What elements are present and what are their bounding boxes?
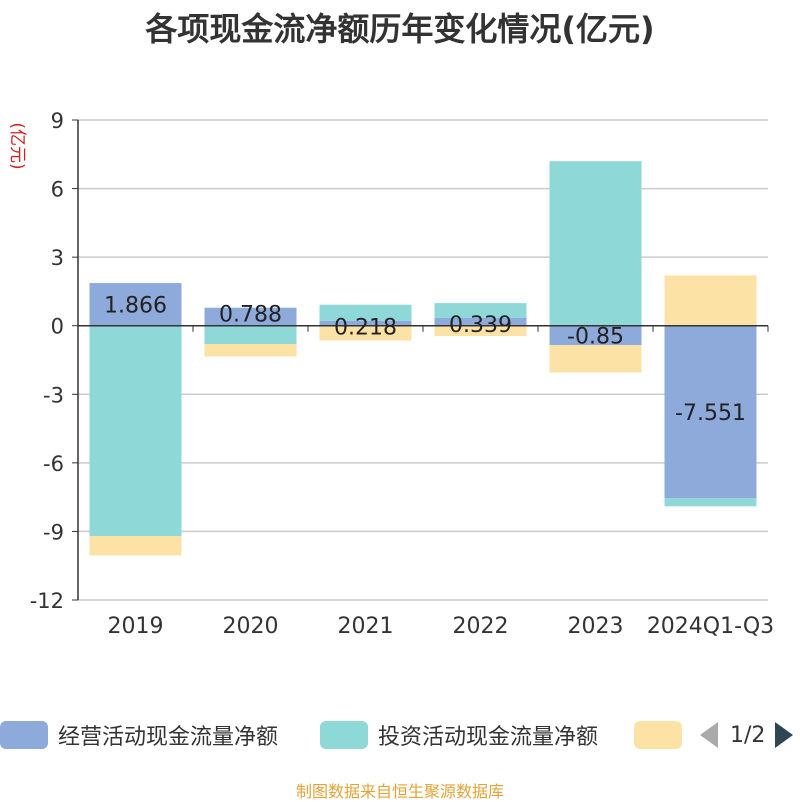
y-tick-label: 6 bbox=[51, 178, 64, 202]
bar-series-1-2019[interactable] bbox=[89, 325, 182, 536]
y-tick-label: 9 bbox=[51, 109, 64, 133]
data-label-0.788: 0.788 bbox=[219, 303, 282, 328]
y-tick-label: -9 bbox=[43, 520, 64, 544]
data-labels: 1.866 0.788 0.218 0.339 -0.85 -7.551 bbox=[104, 293, 746, 426]
pager-next-icon[interactable] bbox=[775, 722, 794, 748]
bar-series-1-2020[interactable] bbox=[204, 325, 297, 344]
data-label--0.85: -0.85 bbox=[567, 324, 624, 349]
axes: 9 6 3 0 -3 -6 -9 -12 2019 2020 2021 2022 2023 2024Q1-… bbox=[30, 109, 774, 639]
legend-swatch-operating bbox=[0, 721, 48, 749]
bar-series-0-2019[interactable] bbox=[89, 283, 182, 326]
x-tick-label: 2022 bbox=[453, 614, 509, 639]
legend-item-investing[interactable]: 投资活动现金流量净额 bbox=[320, 718, 598, 752]
data-label-0.218: 0.218 bbox=[334, 316, 397, 341]
bars bbox=[89, 161, 757, 556]
legend: 经营活动现金流量净额 投资活动现金流量净额 1/2 bbox=[0, 716, 800, 756]
y-tick-label: 3 bbox=[51, 246, 64, 270]
bar-series-2-2020[interactable] bbox=[204, 344, 297, 357]
data-label-0.339: 0.339 bbox=[449, 313, 512, 338]
x-tick-label: 2019 bbox=[108, 614, 164, 639]
legend-label-investing: 投资活动现金流量净额 bbox=[378, 725, 599, 750]
source-note: 制图数据来自恒生聚源数据库 bbox=[295, 782, 504, 801]
y-tick-label: -6 bbox=[43, 452, 64, 476]
bar-series-1-2022[interactable] bbox=[434, 303, 527, 318]
bar-series-1-2023[interactable] bbox=[549, 161, 642, 326]
y-axis-title: (亿元) bbox=[7, 122, 27, 169]
data-label--7.551: -7.551 bbox=[675, 401, 746, 426]
pager-page-indicator: 1/2 bbox=[730, 722, 766, 748]
x-tick-label: 2024Q1-Q3 bbox=[647, 614, 774, 639]
y-tick-label: -3 bbox=[43, 383, 64, 407]
bar-series-2-2024Q1-Q3[interactable] bbox=[664, 275, 757, 326]
legend-swatch-third bbox=[634, 721, 682, 749]
bar-series-2-2019[interactable] bbox=[89, 536, 182, 556]
grid-lines bbox=[78, 119, 768, 601]
bar-series-0-2023[interactable] bbox=[549, 325, 642, 346]
bar-series-0-2020[interactable] bbox=[204, 307, 297, 326]
chart-title: 各项现金流净额历年变化情况(亿元) bbox=[145, 10, 655, 48]
bar-series-1-2024Q1-Q3[interactable] bbox=[664, 498, 757, 507]
pager-prev-icon[interactable] bbox=[700, 722, 718, 748]
bar-series-1-2021[interactable] bbox=[319, 304, 412, 321]
bar-series-2-2022[interactable] bbox=[434, 325, 527, 336]
legend-item-operating[interactable]: 经营活动现金流量净额 bbox=[0, 718, 278, 752]
bar-series-0-2022[interactable] bbox=[434, 317, 527, 326]
x-tick-label: 2023 bbox=[568, 614, 624, 639]
x-tick-label: 2021 bbox=[338, 614, 394, 639]
legend-pager: 1/2 bbox=[700, 718, 794, 752]
y-tick-label: -12 bbox=[30, 589, 64, 613]
x-tick-label: 2020 bbox=[223, 614, 279, 639]
bar-series-0-2021[interactable] bbox=[319, 320, 412, 326]
data-label-1.866: 1.866 bbox=[104, 293, 167, 318]
y-tick-label: 0 bbox=[51, 315, 64, 339]
legend-item-third[interactable] bbox=[634, 718, 682, 752]
legend-label-operating: 经营活动现金流量净额 bbox=[58, 725, 279, 750]
bar-series-2-2021[interactable] bbox=[319, 325, 412, 341]
legend-swatch-investing bbox=[320, 721, 368, 749]
bar-series-2-2023[interactable] bbox=[549, 345, 642, 373]
bar-series-0-2024Q1-Q3[interactable] bbox=[664, 325, 757, 499]
